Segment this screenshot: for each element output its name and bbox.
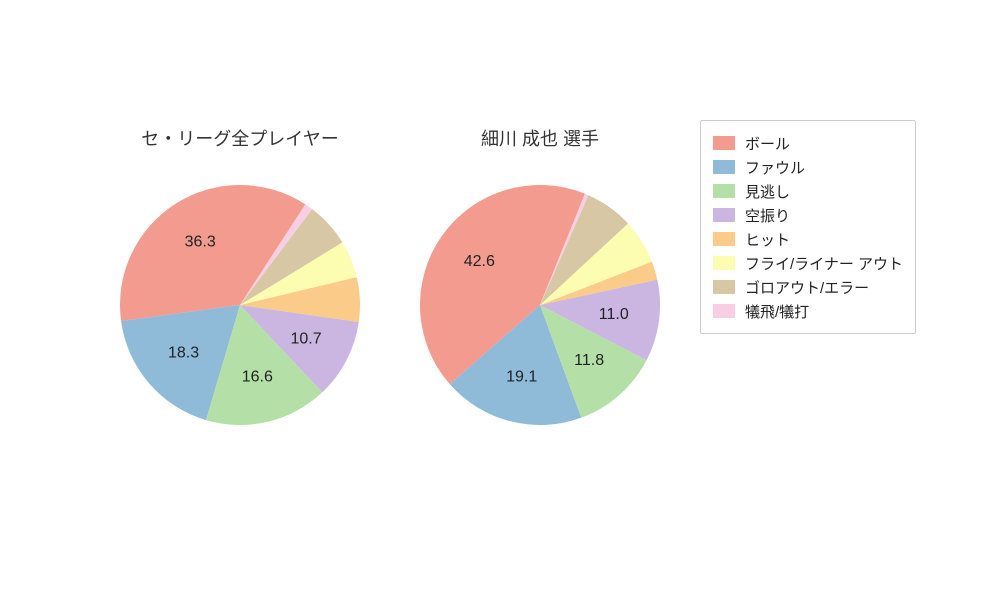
legend-item: ファウル (713, 155, 903, 179)
pie-title-league: セ・リーグ全プレイヤー (120, 125, 360, 151)
slice-value-label: 42.6 (464, 253, 495, 270)
chart-container: セ・リーグ全プレイヤー 36.3 18.3 16.6 10.7 細川 成也 選手 42… (0, 0, 1000, 600)
legend-item: 空振り (713, 203, 903, 227)
pie-svg-league: 36.3 18.3 16.6 10.7 (120, 185, 360, 425)
slice-value-label: 36.3 (185, 233, 216, 250)
slice-value-label: 16.6 (242, 369, 273, 386)
slice-value-label: 11.0 (599, 306, 629, 323)
slice-value-label: 10.7 (290, 330, 321, 347)
slice-value-label: 18.3 (168, 345, 199, 362)
legend-label: 犠飛/犠打 (745, 301, 809, 322)
legend-swatch (713, 256, 735, 270)
legend-item: 犠飛/犠打 (713, 299, 903, 323)
legend-label: ゴロアウト/エラー (745, 277, 869, 298)
slice-value-label: 19.1 (506, 368, 537, 385)
pie-chart-player: 細川 成也 選手 42.619.111.811.0 (420, 185, 660, 425)
legend-label: フライ/ライナー アウト (745, 253, 903, 274)
legend-label: ボール (745, 133, 790, 154)
pie-title-player: 細川 成也 選手 (420, 125, 660, 151)
legend-label: ファウル (745, 157, 805, 178)
legend-item: ヒット (713, 227, 903, 251)
legend-swatch (713, 232, 735, 246)
legend-swatch (713, 160, 735, 174)
pie-svg-player: 42.6 19.1 11.8 11.0 (420, 185, 660, 425)
slice-value-label: 11.8 (574, 352, 604, 369)
legend-swatch (713, 304, 735, 318)
legend-label: ヒット (745, 229, 790, 250)
legend-item: ゴロアウト/エラー (713, 275, 903, 299)
pie-chart-league: セ・リーグ全プレイヤー 36.318.316.610.7 (120, 185, 360, 425)
legend-label: 見逃し (745, 181, 790, 202)
legend: ボールファウル見逃し空振りヒットフライ/ライナー アウトゴロアウト/エラー犠飛/… (700, 120, 916, 334)
legend-swatch (713, 208, 735, 222)
legend-swatch (713, 184, 735, 198)
legend-swatch (713, 280, 735, 294)
legend-item: 見逃し (713, 179, 903, 203)
legend-item: フライ/ライナー アウト (713, 251, 903, 275)
legend-swatch (713, 136, 735, 150)
legend-item: ボール (713, 131, 903, 155)
legend-label: 空振り (745, 205, 790, 226)
